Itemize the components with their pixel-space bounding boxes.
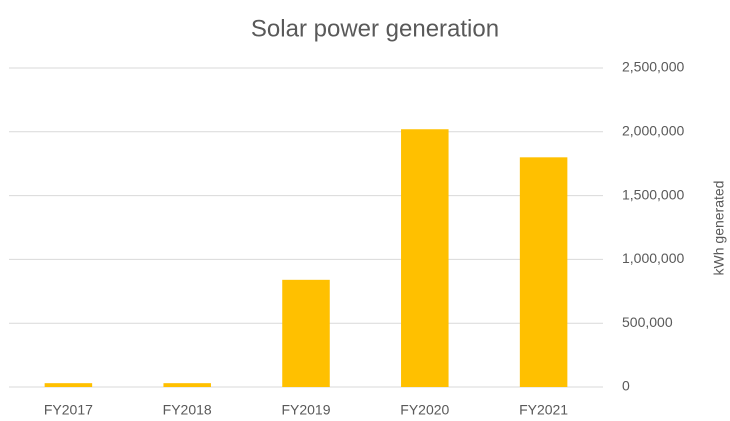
y-tick-label: 1,500,000 (622, 186, 684, 202)
x-tick-label: FY2019 (281, 402, 330, 418)
y-tick-label: 500,000 (622, 314, 673, 330)
y-tick-label: 1,000,000 (622, 250, 684, 266)
bar (282, 279, 330, 387)
x-tick-label: FY2018 (163, 402, 212, 418)
bar (163, 383, 211, 387)
y-axis-label: kWh generated (711, 181, 727, 276)
bar (519, 157, 568, 387)
bar (44, 383, 93, 387)
x-tick-label: FY2017 (44, 402, 93, 418)
y-tick-label: 0 (622, 378, 630, 394)
bar (401, 129, 449, 388)
x-tick-label: FY2020 (400, 402, 449, 418)
chart-title: Solar power generation (251, 15, 499, 42)
y-tick-label: 2,000,000 (622, 123, 684, 139)
x-tick-label: FY2021 (519, 402, 568, 418)
y-tick-label: 2,500,000 (622, 59, 684, 75)
